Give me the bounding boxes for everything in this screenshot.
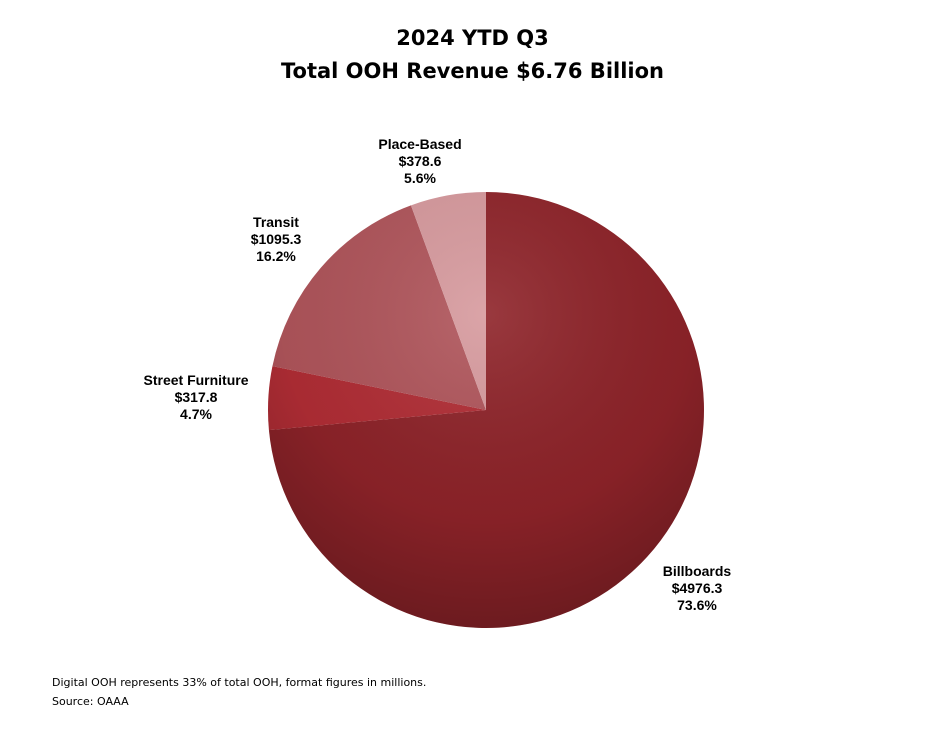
slice-percent-label: 4.7% [180, 406, 212, 422]
slice-value-label: $1095.3 [250, 231, 302, 247]
slice-name-label: Place-Based [378, 136, 462, 152]
slice-value-label: $317.8 [174, 389, 218, 405]
slice-label-billboards: Billboards $4976.3 73.6% [663, 563, 731, 614]
slice-label-transit: Transit $1095.3 16.2% [251, 214, 302, 265]
chart-title: 2024 YTD Q3 [396, 26, 549, 50]
slice-percent-label: 5.6% [404, 170, 436, 186]
pie-slices [267, 192, 704, 628]
footnote-source: Source: OAAA [52, 695, 129, 708]
slice-name-label: Street Furniture [143, 372, 249, 388]
footnote-note: Digital OOH represents 33% of total OOH,… [52, 676, 427, 689]
slice-label-place-based: Place-Based $378.6 5.6% [378, 136, 461, 187]
slice-value-label: $4976.3 [671, 580, 723, 596]
slice-value-label: $378.6 [398, 153, 442, 169]
chart-title-block: 2024 YTD Q3 Total OOH Revenue $6.76 Bill… [0, 22, 945, 88]
slice-name-label: Billboards [662, 563, 732, 579]
slice-name-label: Transit [253, 214, 299, 230]
slice-label-street-furniture: Street Furniture $317.8 4.7% [143, 372, 248, 423]
slice-percent-label: 73.6% [677, 597, 717, 613]
slice-percent-label: 16.2% [256, 248, 296, 264]
chart-subtitle: Total OOH Revenue $6.76 Billion [281, 59, 664, 83]
